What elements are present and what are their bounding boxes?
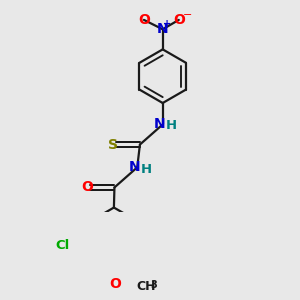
Text: Cl: Cl (56, 238, 70, 252)
Text: +: + (163, 19, 171, 29)
Text: 3: 3 (151, 280, 158, 290)
Text: H: H (166, 119, 177, 132)
Text: CH: CH (137, 280, 156, 293)
Text: −: − (183, 10, 192, 20)
Text: N: N (157, 22, 169, 36)
Text: O: O (173, 13, 185, 27)
Text: H: H (141, 163, 152, 176)
Text: N: N (129, 160, 140, 174)
Text: S: S (108, 138, 118, 152)
Text: O: O (138, 13, 150, 27)
Text: O: O (109, 277, 121, 291)
Text: N: N (154, 117, 166, 131)
Text: O: O (82, 181, 93, 194)
